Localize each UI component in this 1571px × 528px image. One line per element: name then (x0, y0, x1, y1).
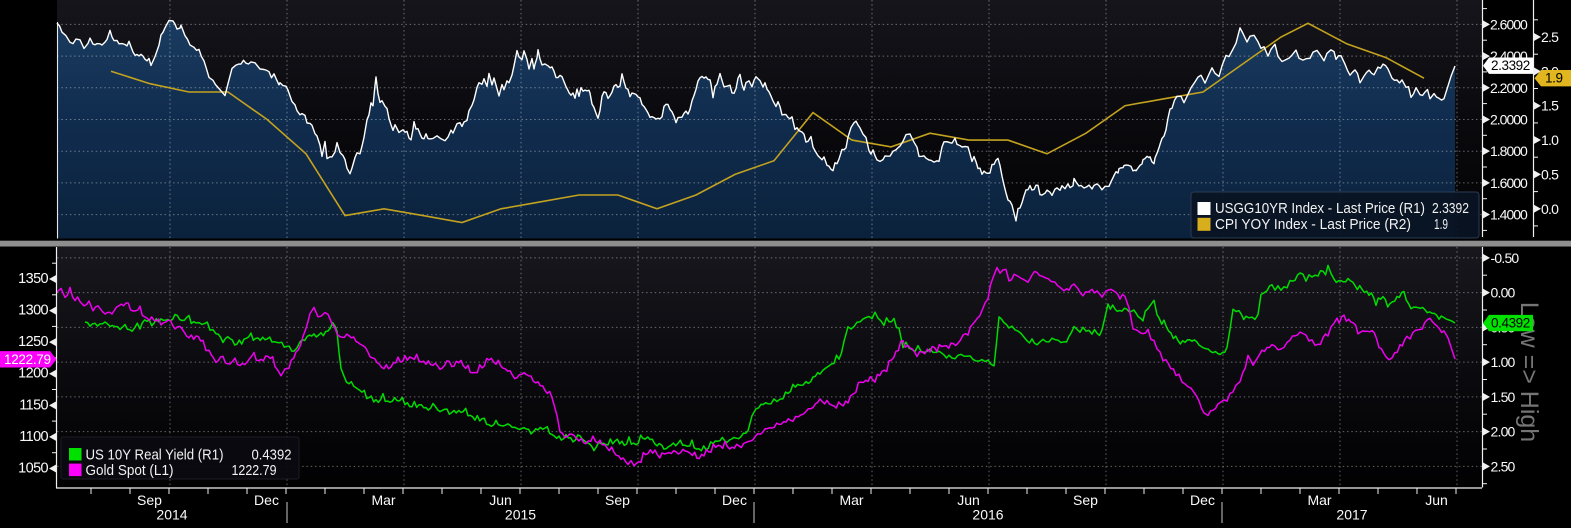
svg-text:1.4000: 1.4000 (1490, 207, 1528, 223)
svg-text:Mar: Mar (371, 492, 395, 508)
svg-text:2014: 2014 (156, 507, 187, 523)
svg-text:1350: 1350 (18, 271, 48, 287)
svg-text:1200: 1200 (18, 366, 48, 382)
svg-text:1150: 1150 (19, 397, 48, 413)
svg-text:0.0: 0.0 (1541, 201, 1559, 217)
svg-text:Jun: Jun (1425, 492, 1448, 508)
svg-text:1222.79: 1222.79 (4, 352, 51, 367)
svg-text:Mar: Mar (839, 492, 863, 508)
svg-text:1100: 1100 (19, 429, 48, 445)
svg-text:Jun: Jun (957, 492, 980, 508)
svg-text:Dec: Dec (722, 492, 747, 508)
svg-text:USGG10YR Index - Last Price (R: USGG10YR Index - Last Price (R1) (1215, 200, 1425, 217)
svg-text:0.4392: 0.4392 (252, 446, 292, 463)
svg-text:1.9: 1.9 (1434, 216, 1448, 233)
svg-text:Mar: Mar (1307, 492, 1331, 508)
svg-text:1.5: 1.5 (1541, 98, 1559, 114)
svg-text:US 10Y Real Yield (R1): US 10Y Real Yield (R1) (86, 446, 224, 463)
svg-text:1.50: 1.50 (1491, 389, 1516, 405)
svg-text:Jun: Jun (489, 492, 512, 508)
svg-text:CPI YOY Index - Last Price (R2: CPI YOY Index - Last Price (R2) (1215, 216, 1411, 233)
svg-text:1222.79: 1222.79 (232, 462, 277, 479)
svg-text:Gold Spot (L1): Gold Spot (L1) (86, 462, 174, 479)
svg-text:Sep: Sep (1073, 492, 1098, 508)
svg-text:1.0: 1.0 (1541, 132, 1559, 148)
svg-text:2.6000: 2.6000 (1490, 16, 1528, 32)
svg-text:2.00: 2.00 (1491, 424, 1516, 440)
svg-text:Dec: Dec (1190, 492, 1215, 508)
svg-text:0.4392: 0.4392 (1491, 316, 1530, 331)
svg-text:2.2000: 2.2000 (1490, 80, 1528, 96)
svg-text:2.5: 2.5 (1541, 29, 1559, 45)
svg-text:0.5: 0.5 (1541, 166, 1559, 182)
svg-text:2.3392: 2.3392 (1491, 58, 1530, 73)
svg-text:Sep: Sep (605, 492, 630, 508)
svg-text:1.6000: 1.6000 (1490, 175, 1528, 191)
svg-text:2015: 2015 (505, 507, 536, 523)
svg-text:0.00: 0.00 (1491, 285, 1516, 301)
svg-text:2016: 2016 (972, 507, 1003, 523)
svg-text:1.9: 1.9 (1545, 71, 1563, 86)
svg-text:2.0000: 2.0000 (1490, 112, 1528, 128)
svg-text:2.3392: 2.3392 (1432, 200, 1469, 217)
svg-text:1.8000: 1.8000 (1490, 143, 1528, 159)
svg-text:1050: 1050 (18, 461, 48, 477)
svg-text:1300: 1300 (18, 303, 48, 319)
svg-text:1250: 1250 (18, 334, 48, 350)
svg-text:-0.50: -0.50 (1491, 250, 1520, 266)
svg-text:Sep: Sep (137, 492, 162, 508)
svg-text:2.50: 2.50 (1491, 458, 1516, 474)
svg-text:2017: 2017 (1336, 507, 1367, 523)
svg-text:1.00: 1.00 (1491, 354, 1516, 370)
svg-text:Dec: Dec (254, 492, 279, 508)
